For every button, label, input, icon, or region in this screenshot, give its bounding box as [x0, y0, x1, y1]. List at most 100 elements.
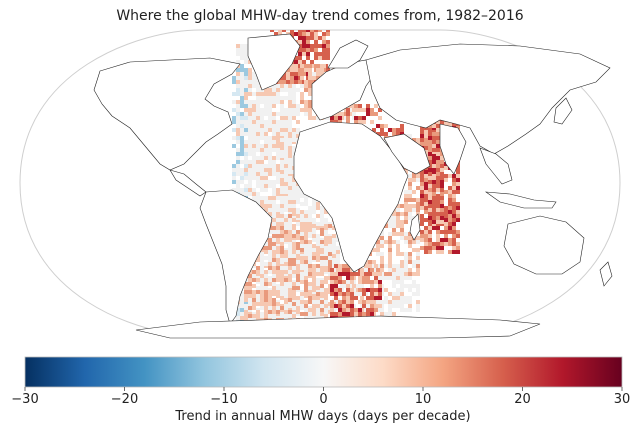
- trend-cell: [276, 100, 280, 104]
- trend-cell: [384, 240, 388, 244]
- trend-cell: [444, 242, 448, 246]
- trend-cell: [456, 250, 460, 254]
- trend-cell: [292, 230, 296, 234]
- trend-cell: [272, 306, 276, 310]
- trend-cell: [428, 144, 432, 148]
- trend-cell: [276, 218, 280, 222]
- trend-cell: [412, 208, 416, 212]
- trend-cell: [456, 218, 460, 222]
- trend-cell: [248, 192, 252, 196]
- trend-cell: [324, 224, 328, 228]
- trend-cell: [276, 192, 280, 196]
- trend-cell: [322, 32, 326, 36]
- trend-cell: [302, 40, 306, 44]
- trend-cell: [300, 108, 304, 112]
- trend-cell: [424, 186, 428, 190]
- trend-cell: [330, 280, 334, 284]
- trend-cell: [432, 188, 436, 192]
- trend-cell: [272, 184, 276, 188]
- trend-cell: [326, 56, 330, 60]
- trend-cell: [244, 52, 248, 56]
- trend-cell: [432, 242, 436, 246]
- trend-cell: [280, 100, 284, 104]
- trend-cell: [272, 290, 276, 294]
- trend-cell: [268, 168, 272, 172]
- trend-cell: [400, 276, 404, 280]
- trend-cell: [440, 120, 444, 124]
- trend-cell: [292, 294, 296, 298]
- trend-cell: [244, 108, 248, 112]
- trend-cell: [272, 144, 276, 148]
- trend-cell: [388, 236, 392, 240]
- trend-cell: [302, 30, 306, 32]
- trend-cell: [316, 258, 320, 262]
- trend-cell: [416, 178, 420, 182]
- trend-cell: [244, 168, 248, 172]
- trend-cell: [292, 242, 296, 246]
- trend-cell: [244, 124, 248, 128]
- trend-cell: [396, 220, 400, 224]
- trend-cell: [256, 286, 260, 290]
- trend-cell: [280, 96, 284, 100]
- trend-cell: [302, 52, 306, 56]
- trend-cell: [248, 72, 252, 76]
- trend-cell: [292, 270, 296, 274]
- trend-cell: [338, 120, 342, 124]
- trend-cell: [310, 60, 314, 64]
- trend-cell: [346, 268, 350, 272]
- trend-cell: [444, 238, 448, 242]
- trend-cell: [444, 206, 448, 210]
- trend-cell: [284, 134, 288, 138]
- trend-cell: [366, 112, 370, 116]
- trend-cell: [362, 300, 366, 304]
- trend-cell: [392, 216, 396, 220]
- trend-cell: [364, 264, 368, 268]
- trend-cell: [284, 170, 288, 174]
- trend-cell: [256, 290, 260, 294]
- trend-cell: [304, 104, 308, 108]
- land-central-america: [169, 169, 207, 197]
- trend-cell: [272, 84, 276, 88]
- trend-cell: [366, 108, 370, 112]
- trend-cell: [272, 156, 276, 160]
- trend-cell: [424, 146, 428, 150]
- trend-cell: [284, 284, 288, 288]
- trend-cell: [276, 246, 280, 250]
- trend-cell: [388, 264, 392, 268]
- trend-cell: [288, 182, 292, 186]
- trend-cell: [264, 136, 268, 140]
- trend-cell: [252, 112, 256, 116]
- trend-cell: [264, 124, 268, 128]
- trend-cell: [316, 234, 320, 238]
- trend-cell: [404, 194, 408, 198]
- trend-cell: [298, 32, 302, 36]
- trend-cell: [380, 308, 384, 312]
- trend-cell: [276, 188, 280, 192]
- trend-cell: [268, 96, 272, 100]
- trend-cell: [312, 244, 316, 248]
- trend-cell: [236, 152, 240, 156]
- trend-cell: [298, 52, 302, 56]
- trend-cell: [292, 134, 296, 138]
- trend-cell: [292, 234, 296, 238]
- trend-cell: [380, 124, 384, 128]
- trend-cell: [304, 292, 308, 296]
- trend-cell: [408, 252, 412, 256]
- trend-cell: [338, 272, 342, 276]
- trend-cell: [296, 264, 300, 268]
- trend-cell: [324, 236, 328, 240]
- trend-cell: [400, 252, 404, 256]
- trend-cell: [244, 76, 248, 80]
- trend-cell: [280, 124, 284, 128]
- trend-cell: [308, 228, 312, 232]
- trend-cell: [248, 294, 252, 298]
- trend-cell: [310, 48, 314, 52]
- trend-cell: [316, 226, 320, 230]
- trend-cell: [272, 164, 276, 168]
- trend-cell: [408, 194, 412, 198]
- trend-cell: [276, 278, 280, 282]
- trend-cell: [292, 274, 296, 278]
- trend-cell: [330, 292, 334, 296]
- trend-cell: [296, 242, 300, 246]
- trend-cell: [362, 288, 366, 292]
